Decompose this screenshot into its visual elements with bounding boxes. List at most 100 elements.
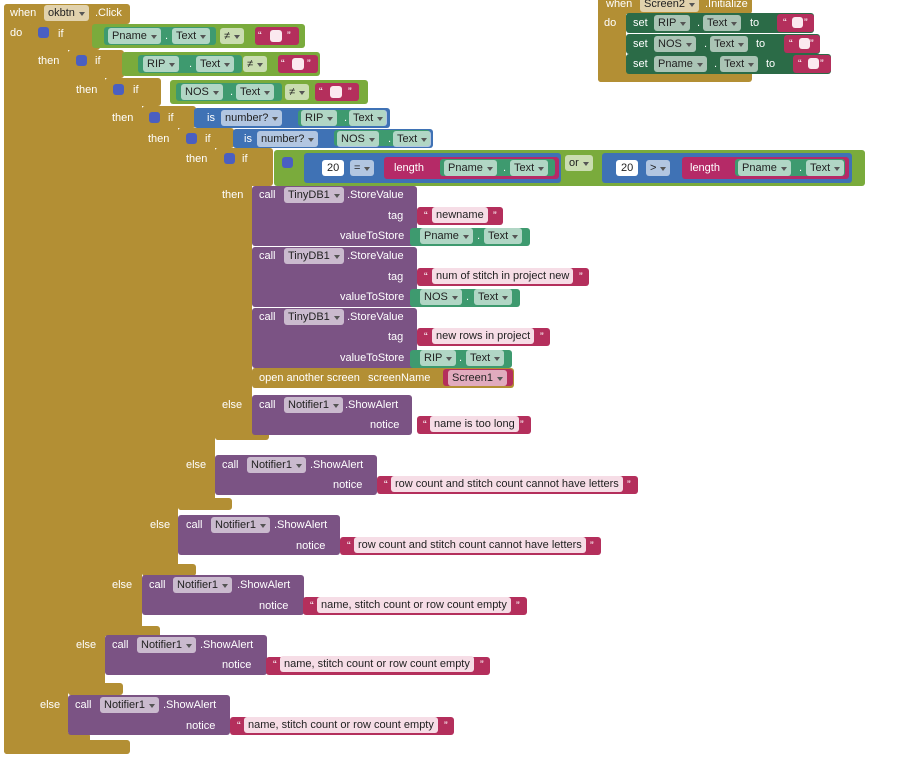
dropdown[interactable]: Text — [172, 28, 211, 44]
dropdown[interactable]: okbtn — [44, 5, 89, 21]
block-label: call — [186, 519, 203, 531]
block-label: . — [714, 58, 718, 70]
block-label: else — [150, 519, 171, 531]
dropdown[interactable]: Screen2 — [640, 0, 699, 12]
quote: ” — [540, 331, 544, 343]
dropdown[interactable]: ≠ — [243, 56, 268, 72]
quote: “ — [424, 210, 428, 222]
dropdown[interactable]: number? — [257, 131, 319, 147]
dropdown[interactable]: Text — [466, 350, 505, 366]
block-label: .StoreValue — [347, 311, 404, 323]
dropdown[interactable]: TinyDB1 — [284, 248, 344, 264]
dropdown[interactable]: Text — [484, 228, 523, 244]
block-shape — [142, 564, 196, 576]
block-shape — [292, 58, 304, 70]
dropdown[interactable]: TinyDB1 — [284, 309, 344, 325]
dropdown[interactable]: Pname — [738, 160, 791, 176]
block-label: call — [259, 250, 276, 262]
dropdown[interactable]: Text — [710, 36, 749, 52]
block-shape — [799, 38, 810, 49]
block-label: valueToStore — [340, 352, 405, 364]
dropdown[interactable]: NOS — [337, 131, 379, 147]
block-label: . — [165, 30, 169, 42]
string-value[interactable]: name, stitch count or row count empty — [244, 717, 438, 733]
dropdown[interactable]: or — [565, 155, 593, 171]
block-label: then — [112, 112, 134, 124]
dropdown[interactable]: NOS — [654, 36, 696, 52]
dropdown[interactable]: Notifier1 — [211, 517, 270, 533]
block-label: length — [394, 162, 424, 174]
string-value[interactable]: row count and stitch count cannot have l… — [391, 476, 623, 492]
block-label: open another screen — [259, 372, 360, 384]
block-label: notice — [333, 479, 363, 491]
block-label: set — [633, 58, 648, 70]
dropdown[interactable]: Text — [393, 131, 432, 147]
dropdown[interactable]: > — [646, 160, 671, 176]
dropdown[interactable]: Text — [703, 15, 742, 31]
quote: “ — [424, 331, 428, 343]
block-label: to — [756, 38, 766, 50]
string-value[interactable]: name, stitch count or row count empty — [317, 597, 511, 613]
block-label: . — [189, 58, 193, 70]
dropdown[interactable]: Notifier1 — [247, 457, 306, 473]
string-value[interactable]: newname — [432, 207, 488, 223]
dropdown[interactable]: RIP — [143, 56, 180, 72]
string-value[interactable]: name, stitch count or row count empty — [280, 656, 474, 672]
block-label: notice — [259, 600, 289, 612]
block-label: . — [503, 162, 507, 174]
string-value[interactable]: row count and stitch count cannot have l… — [354, 537, 586, 553]
block-label: to — [766, 58, 776, 70]
dropdown[interactable]: Text — [806, 160, 845, 176]
dropdown[interactable]: number? — [221, 110, 283, 126]
block-shape — [186, 133, 197, 144]
dropdown[interactable]: ≠ — [220, 28, 245, 44]
block-label: else — [186, 459, 207, 471]
dropdown[interactable]: RIP — [654, 15, 691, 31]
dropdown[interactable]: RIP — [301, 110, 338, 126]
number-field[interactable]: 20 — [322, 160, 345, 176]
dropdown[interactable]: TinyDB1 — [284, 187, 344, 203]
dropdown[interactable]: Text — [236, 84, 275, 100]
dropdown[interactable]: RIP — [420, 350, 457, 366]
string-value[interactable]: num of stitch in project new — [432, 268, 574, 284]
block-shape — [68, 683, 123, 695]
dropdown[interactable]: NOS — [420, 289, 462, 305]
string-value[interactable]: new rows in project — [432, 328, 535, 344]
block-label: .ShowAlert — [274, 519, 328, 531]
block-shape — [178, 498, 232, 510]
quote: “ — [384, 479, 388, 491]
quote: ” — [307, 58, 311, 70]
dropdown[interactable]: Notifier1 — [284, 397, 343, 413]
block-label: if — [58, 28, 64, 40]
dropdown[interactable]: ≠ — [285, 84, 310, 100]
dropdown[interactable]: = — [350, 160, 375, 176]
quote: “ — [798, 58, 802, 70]
quote: “ — [347, 540, 351, 552]
number-field[interactable]: 20 — [616, 160, 639, 176]
block-shape — [76, 55, 87, 66]
dropdown[interactable]: Pname — [444, 160, 497, 176]
dropdown[interactable]: Pname — [420, 228, 473, 244]
dropdown[interactable]: Text — [474, 289, 513, 305]
quote: ” — [287, 30, 291, 42]
dropdown[interactable]: Text — [510, 160, 549, 176]
dropdown[interactable]: Text — [196, 56, 235, 72]
block-label: .ShowAlert — [310, 459, 364, 471]
block-shape — [598, 0, 626, 82]
block-label: length — [690, 162, 720, 174]
string-value[interactable]: name is too long — [430, 416, 519, 432]
dropdown[interactable]: Notifier1 — [173, 577, 232, 593]
block-label: if — [242, 153, 248, 165]
dropdown[interactable]: Text — [349, 110, 388, 126]
block-label: .ShowAlert — [345, 399, 399, 411]
block-label: .ShowAlert — [200, 639, 254, 651]
block-label: notice — [186, 720, 216, 732]
quote: ” — [444, 720, 448, 732]
dropdown[interactable]: NOS — [181, 84, 223, 100]
dropdown[interactable]: Notifier1 — [137, 637, 196, 653]
dropdown[interactable]: Pname — [654, 56, 707, 72]
dropdown[interactable]: Notifier1 — [100, 697, 159, 713]
dropdown[interactable]: Pname — [108, 28, 161, 44]
dropdown[interactable]: Text — [720, 56, 759, 72]
dropdown[interactable]: Screen1 — [448, 370, 507, 386]
